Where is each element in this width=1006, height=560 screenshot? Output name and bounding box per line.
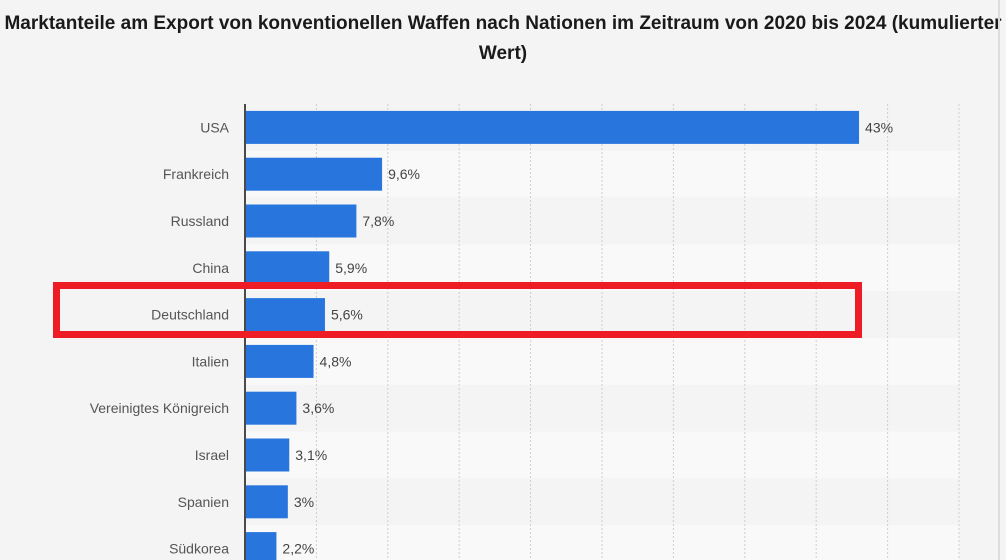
value-label: 7,8% [362,213,394,229]
value-label: 3,6% [302,400,334,416]
category-label: China [192,260,229,276]
bar-frankreich [245,157,383,191]
category-label: Südkorea [169,541,229,557]
category-label: Frankreich [163,166,229,182]
row-band [245,525,959,560]
right-edge [998,0,1000,560]
bar-china [245,251,330,285]
bar-vereinigtes-königreich [245,391,297,425]
value-label: 43% [865,119,893,135]
chart-title: Marktanteile am Export von konventionell… [4,13,1002,64]
category-label: Italien [192,353,229,369]
value-label: 3,1% [295,447,327,463]
bar-südkorea [245,532,277,560]
category-label: Deutschland [151,307,229,323]
value-label: 5,6% [331,307,363,323]
bar-usa [245,110,860,144]
category-label: USA [200,119,229,135]
bar-deutschland [245,298,325,332]
highlight-box [53,282,862,338]
bar-israel [245,438,290,472]
category-label: Russland [171,213,229,229]
value-label: 2,2% [282,541,314,557]
row-band [245,291,959,338]
bar-russland [245,204,357,238]
category-label: Israel [195,447,229,463]
bar-spanien [245,485,288,519]
value-label: 3% [294,494,314,510]
category-label: Spanien [178,494,229,510]
row-band [245,431,959,479]
value-label: 9,6% [388,166,420,182]
category-label: Vereinigtes Königreich [90,400,229,416]
value-label: 5,9% [335,260,367,276]
bar-italien [245,344,314,378]
value-label: 4,8% [320,353,352,369]
